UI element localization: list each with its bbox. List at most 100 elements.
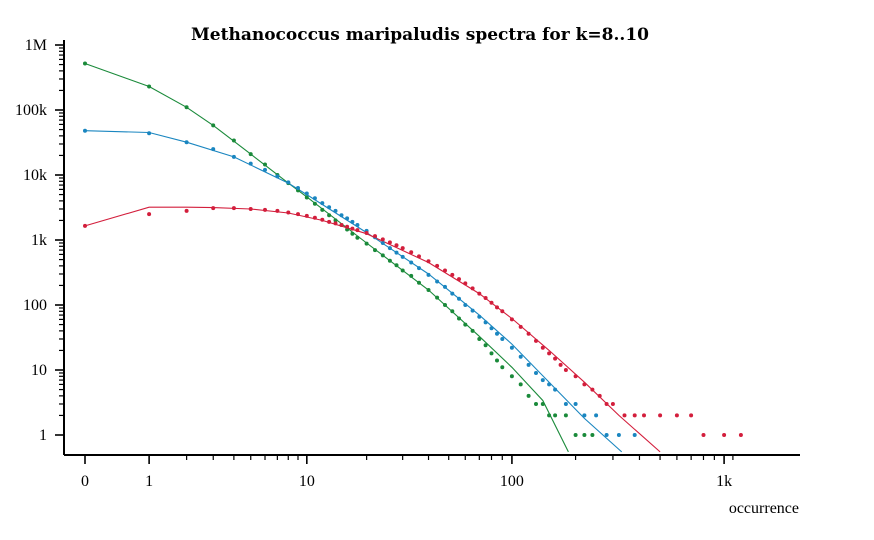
data-point: [350, 219, 355, 224]
data-point: [211, 147, 216, 152]
data-point: [658, 413, 663, 418]
data-point: [147, 84, 152, 89]
data-point: [489, 300, 494, 305]
y-tick-label: 100: [23, 297, 47, 314]
data-point: [409, 250, 414, 255]
chart-title: Methanococcus maripaludis spectra for k=…: [191, 25, 649, 45]
data-point: [701, 433, 706, 437]
data-point: [333, 221, 338, 226]
data-point: [400, 246, 405, 251]
data-point: [435, 263, 440, 268]
data-point: [275, 174, 280, 179]
y-axis-ticks: 1 10 100 1k 10k 100k 1M: [15, 37, 64, 444]
data-point: [610, 402, 615, 406]
data-point: [364, 231, 369, 235]
data-point: [355, 235, 360, 240]
data-point: [320, 217, 325, 222]
x-tick-label: 10: [299, 473, 315, 490]
data-point: [622, 413, 627, 418]
data-point: [426, 272, 431, 277]
data-point: [339, 223, 344, 227]
data-point: [463, 303, 468, 307]
data-point: [450, 291, 455, 296]
data-point: [553, 413, 558, 418]
data-point: [540, 345, 545, 350]
x-tick-label: 1k: [716, 473, 732, 490]
data-point: [483, 343, 488, 348]
data-points: [83, 61, 743, 437]
data-point: [333, 208, 338, 213]
data-point: [526, 393, 531, 398]
data-point: [387, 246, 392, 251]
data-point: [547, 351, 552, 356]
data-point: [426, 288, 431, 292]
data-point: [495, 305, 499, 310]
data-point: [674, 413, 679, 418]
data-point: [263, 162, 267, 167]
data-point: [509, 317, 514, 322]
data-point: [304, 195, 309, 200]
data-point: [443, 268, 447, 273]
data-point: [509, 374, 514, 379]
data-point: [483, 320, 488, 325]
x-axis-ticks: 0 1 10 100 1k: [81, 455, 734, 490]
data-point: [443, 303, 447, 307]
data-point: [616, 433, 621, 437]
data-point: [563, 402, 568, 406]
data-point: [463, 281, 468, 286]
data-point: [380, 237, 385, 242]
data-point: [312, 201, 317, 206]
data-point: [231, 138, 236, 143]
data-point: [304, 213, 309, 218]
y-tick-label: 1M: [25, 37, 47, 54]
data-point: [426, 259, 431, 264]
data-point: [248, 152, 253, 157]
data-point: [573, 433, 578, 437]
data-point: [477, 337, 482, 341]
data-point: [83, 61, 87, 66]
data-point: [248, 207, 253, 211]
data-point: [355, 228, 360, 233]
data-point: [339, 213, 344, 218]
data-point: [500, 337, 505, 341]
data-point: [435, 279, 440, 284]
data-point: [540, 378, 545, 383]
data-point: [345, 227, 350, 232]
data-point: [500, 309, 505, 314]
data-point: [263, 207, 267, 212]
data-point: [573, 374, 578, 379]
data-point: [590, 433, 595, 437]
data-point: [83, 223, 87, 228]
data-point: [457, 277, 461, 282]
data-point: [296, 186, 300, 190]
data-point: [417, 280, 421, 285]
data-point: [540, 402, 545, 406]
data-point: [345, 224, 350, 229]
data-point: [489, 351, 494, 356]
data-point: [147, 131, 152, 136]
data-point: [573, 402, 578, 406]
data-point: [286, 180, 291, 185]
data-point: [518, 324, 523, 329]
data-point: [286, 210, 291, 215]
fit-lines: [84, 62, 661, 453]
fit-line: [84, 206, 661, 453]
data-point: [364, 241, 369, 246]
data-point: [534, 338, 538, 343]
data-point: [470, 328, 475, 333]
data-point: [211, 123, 216, 128]
data-point: [327, 213, 332, 218]
x-tick-label: 1: [145, 473, 153, 490]
data-point: [184, 105, 189, 110]
data-point: [333, 218, 338, 223]
data-point: [632, 413, 637, 418]
data-point: [582, 433, 587, 437]
data-point: [147, 212, 152, 217]
data-point: [380, 241, 385, 245]
axes: [63, 40, 800, 456]
data-point: [443, 284, 447, 289]
data-point: [534, 371, 538, 375]
data-point: [534, 402, 538, 406]
fit-line: [84, 62, 569, 453]
